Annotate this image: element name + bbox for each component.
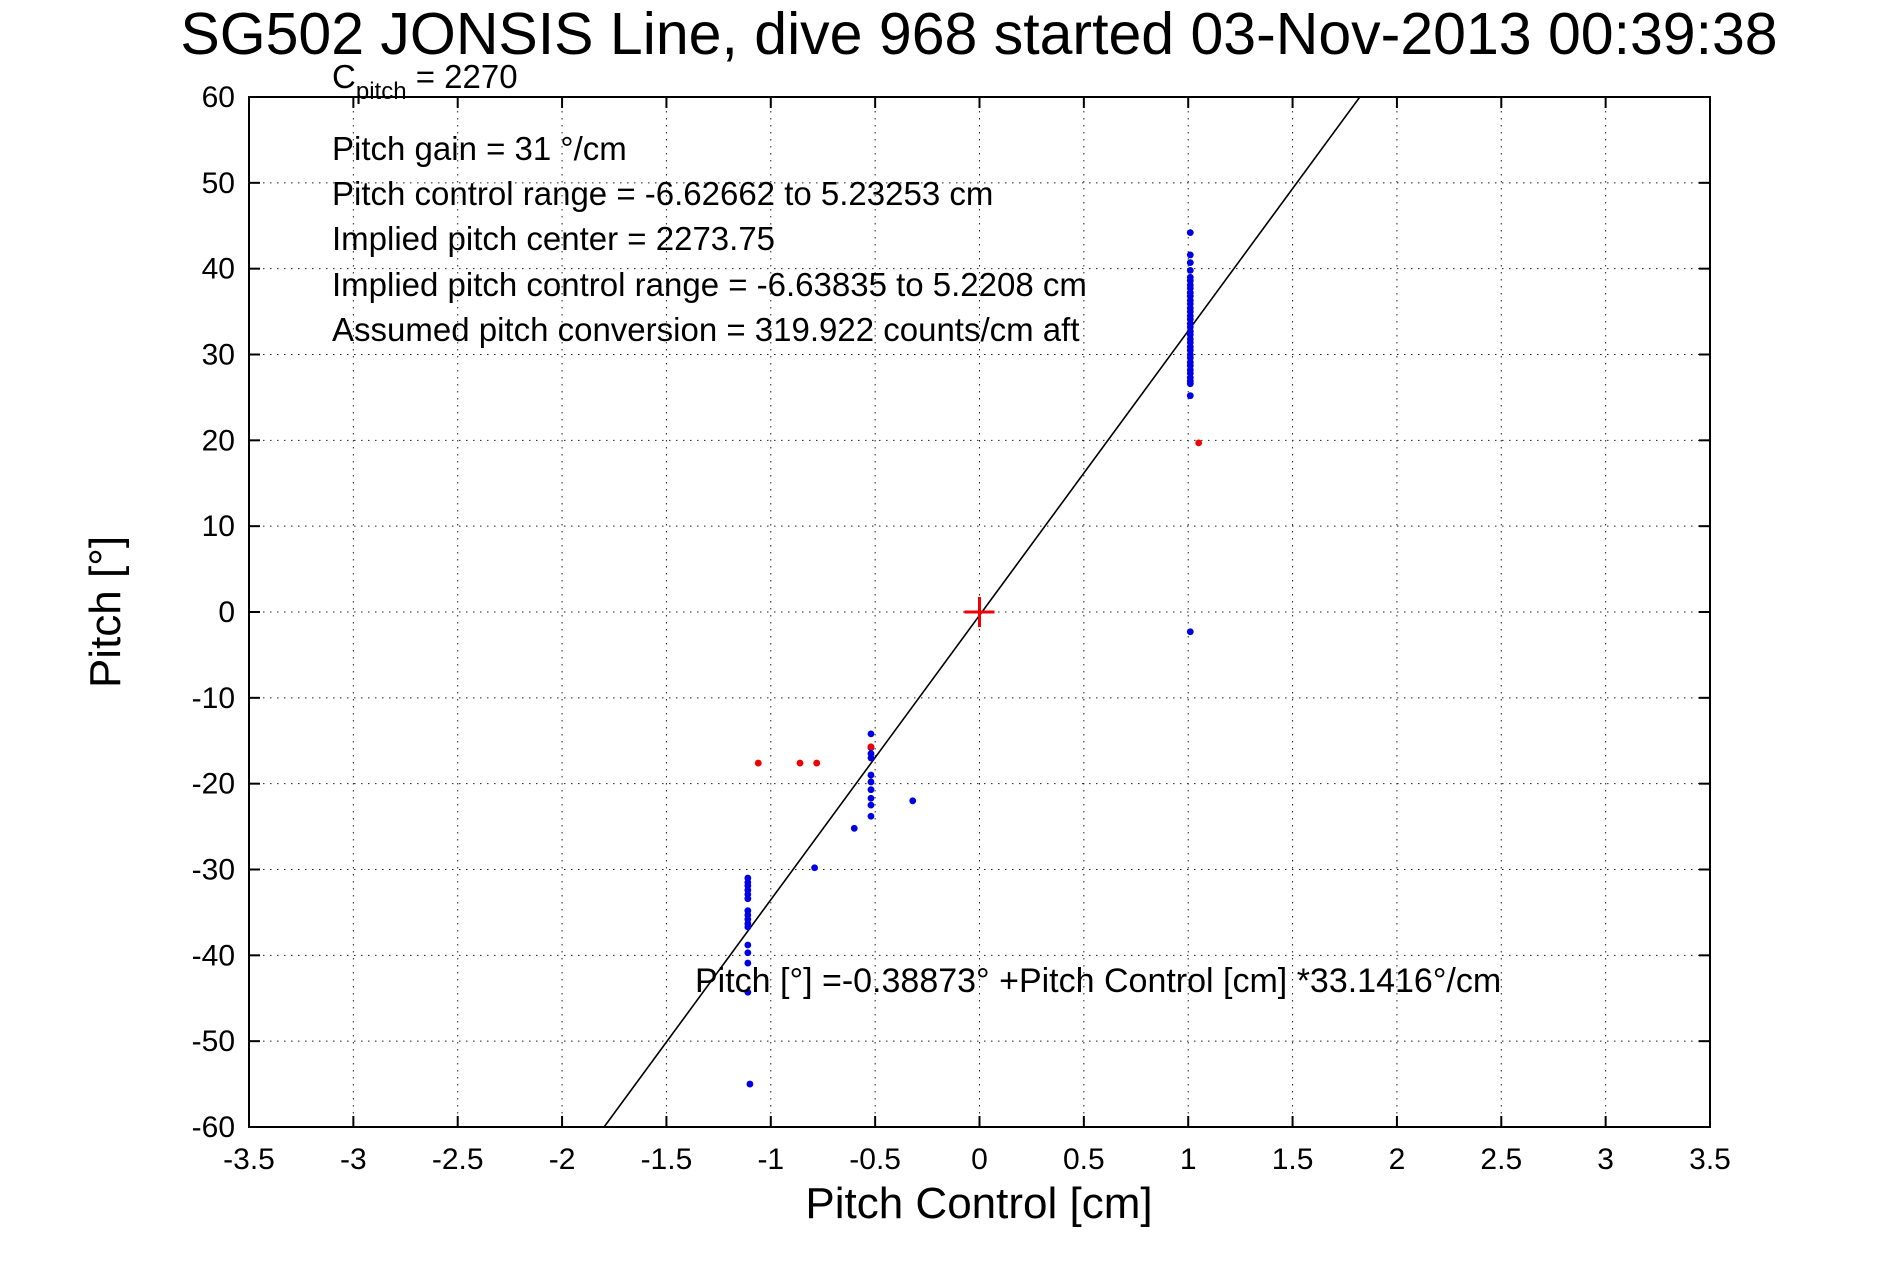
x-tick-label: -2.5 (432, 1143, 484, 1176)
info-line: Implied pitch center = 2273.75 (332, 220, 775, 257)
info-line: Cpitch = 2270 (332, 58, 518, 105)
y-tick-label: 0 (218, 596, 235, 629)
y-tick-label: -30 (192, 854, 235, 887)
y-tick-label: 60 (202, 81, 235, 114)
info-annotations: Cpitch = 2270 Pitch gain = 31 °/cm Pitch c… (332, 58, 1087, 348)
y-tick-label: -10 (192, 682, 235, 715)
x-tick-label: -3.5 (223, 1143, 275, 1176)
y-tick-label: 20 (202, 424, 235, 457)
x-tick-label: -1 (757, 1143, 784, 1176)
data-point (850, 824, 858, 832)
data-point (867, 812, 875, 820)
data-point (867, 730, 875, 738)
x-tick-label: -3 (340, 1143, 367, 1176)
y-tick-label: 10 (202, 510, 235, 543)
data-point (867, 801, 875, 809)
data-point (1186, 266, 1194, 274)
data-point (796, 759, 804, 767)
data-point (744, 988, 752, 996)
y-tick-label: 40 (202, 253, 235, 286)
x-tick-label: -0.5 (849, 1143, 901, 1176)
x-tick-label: 3 (1597, 1143, 1614, 1176)
data-point (1186, 628, 1194, 636)
y-tick-label: 50 (202, 167, 235, 200)
x-tick-label: 1.5 (1272, 1143, 1314, 1176)
data-point (744, 949, 752, 957)
x-tick-label: 1 (1180, 1143, 1197, 1176)
y-axis-label: Pitch [°] (81, 536, 130, 688)
x-tick-label: 2.5 (1480, 1143, 1522, 1176)
data-point (867, 794, 875, 802)
data-point (746, 1080, 754, 1088)
data-point (867, 754, 875, 762)
data-point (744, 895, 752, 903)
axis-ticks-layer (248, 96, 1711, 1128)
origin-plus-marker (964, 597, 995, 627)
y-tick-label: -40 (192, 939, 235, 972)
origin-marker-layer (964, 597, 995, 627)
fit-equation-label: Pitch [°] =-0.38873° +Pitch Control [cm]… (695, 962, 1501, 1000)
data-point (909, 797, 917, 805)
x-tick-label: 3.5 (1689, 1143, 1731, 1176)
data-point (867, 743, 875, 751)
info-line: Pitch gain = 31 °/cm (332, 130, 627, 167)
data-point (811, 864, 819, 872)
data-point (867, 786, 875, 794)
data-point (1186, 380, 1194, 388)
tick-labels-layer: -3.5 -3 -2.5 -2 -1.5 -1 -0.5 0 0.5 1 1.5 2 2.5 3 3.5 -6… (192, 81, 1731, 1176)
x-tick-label: -1.5 (641, 1143, 693, 1176)
info-line: Assumed pitch conversion = 319.922 count… (332, 311, 1080, 348)
info-line: Implied pitch control range = -6.63835 t… (332, 266, 1087, 303)
x-tick-label: 2 (1389, 1143, 1406, 1176)
data-point (1186, 392, 1194, 400)
data-point (744, 959, 752, 967)
data-point (867, 778, 875, 786)
data-point (744, 923, 752, 931)
x-tick-label: 0.5 (1063, 1143, 1105, 1176)
y-tick-label: -60 (192, 1111, 235, 1144)
data-point (1186, 229, 1194, 237)
x-axis-label: Pitch Control [cm] (805, 1179, 1152, 1228)
y-tick-label: -20 (192, 768, 235, 801)
data-point (1195, 439, 1203, 447)
data-point (813, 759, 821, 767)
data-point (754, 759, 762, 767)
data-point (867, 771, 875, 779)
data-point (1186, 259, 1194, 267)
x-tick-label: 0 (971, 1143, 988, 1176)
data-point (1186, 251, 1194, 259)
chart-title: SG502 JONSIS Line, dive 968 started 03-N… (180, 1, 1777, 67)
info-line: Pitch control range = -6.62662 to 5.2325… (332, 175, 993, 212)
y-tick-label: 30 (202, 339, 235, 372)
scatter-points-layer (744, 229, 1203, 1088)
data-point (744, 941, 752, 949)
y-tick-label: -50 (192, 1025, 235, 1058)
x-tick-label: -2 (549, 1143, 576, 1176)
